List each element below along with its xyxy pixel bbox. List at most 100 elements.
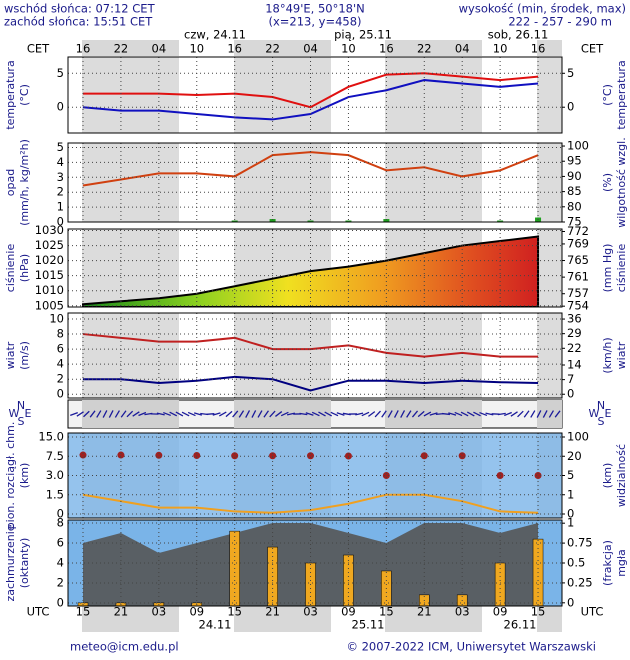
wind-arrow (466, 411, 475, 417)
y-tick-label: 3 (57, 170, 64, 184)
panel-frame (67, 228, 563, 308)
wind-arrow (411, 410, 419, 418)
night-band (82, 40, 179, 56)
y-tick-label: 4 (57, 556, 64, 570)
y2-axis-label: wilgotność wzgl. (615, 137, 628, 227)
wind-arrow (263, 410, 269, 418)
elevation-title: wysokość (min, środek, max) (459, 2, 626, 16)
visibility-dot (231, 452, 239, 460)
utc-tick: 09 (189, 605, 204, 619)
night-band (82, 313, 179, 398)
night-band (537, 229, 562, 307)
wind-arrow (429, 412, 438, 416)
y-tick-label: 1030 (35, 223, 64, 237)
night-band (385, 606, 482, 632)
panel-frame (67, 56, 563, 134)
wind-arrow (441, 412, 451, 416)
day-label: 26.11 (504, 618, 537, 632)
wind-arrow (400, 410, 406, 418)
y-tick-label: 5 (57, 140, 64, 154)
y-axis-label: ciśnienie (4, 244, 17, 293)
y2-tick-label: 1 (567, 487, 574, 501)
utc-tick: 09 (341, 605, 356, 619)
cet-tick: 04 (152, 42, 167, 56)
wind-arrow (485, 412, 494, 416)
wind-arrow (251, 410, 257, 418)
y2-tick-label: 5 (567, 468, 574, 482)
visibility-dot (117, 451, 125, 459)
precip-bar (345, 220, 352, 222)
compass-letter: W (9, 407, 20, 420)
night-band (385, 40, 482, 56)
y2-tick-label: 0.75 (567, 536, 593, 550)
y2-axis-label: (%) (601, 173, 614, 192)
y-tick-label: 0 (57, 507, 64, 521)
wind-arrow (460, 411, 469, 417)
wind-arrow (225, 410, 233, 418)
y-tick-label: 1 (57, 200, 64, 214)
night-band (234, 606, 331, 632)
y2-tick-label: 85 (567, 184, 582, 198)
night-band (537, 143, 562, 222)
utc-tick: 03 (152, 605, 167, 619)
y-tick-label: 1015 (35, 268, 64, 282)
night-band (234, 143, 331, 222)
y2-tick-label: 772 (567, 224, 589, 238)
y2-tick-label: 29 (567, 326, 582, 340)
y-tick-label: 1005 (35, 298, 64, 312)
y-tick-label: 7.5 (46, 449, 64, 463)
y2-tick-label: 14 (567, 358, 582, 372)
y-axis-label: (oktanty) (18, 538, 31, 589)
wind-arrow (102, 410, 108, 418)
wind-arrow (245, 410, 251, 418)
wind-arrow (530, 410, 536, 418)
precip-bar (269, 219, 276, 222)
utc-tick: 21 (417, 605, 432, 619)
y-tick-label: 0 (57, 596, 64, 610)
wind-arrow (114, 410, 120, 418)
wind-arrow (286, 412, 296, 416)
utc-tick: 03 (303, 605, 318, 619)
wind-arrow (120, 410, 127, 418)
y2-tick-label: 0 (567, 507, 574, 521)
cet-tick: 10 (189, 42, 204, 56)
y-tick-label: 1025 (35, 238, 64, 252)
wind-arrow (324, 411, 333, 417)
cet-tick: 16 (227, 42, 242, 56)
cet-tick: 22 (114, 42, 129, 56)
wind-arrow (423, 411, 432, 417)
y2-tick-label: 100 (567, 430, 589, 444)
compass-letter: E (25, 407, 32, 420)
wind-arrow (70, 411, 78, 417)
wind-arrow (355, 412, 364, 416)
y2-tick-label: 5 (567, 66, 574, 80)
y2-axis-label: (mm Hg) (601, 244, 614, 293)
y-tick-label: 1020 (35, 253, 64, 267)
y2-axis-label: widzialność (615, 444, 628, 507)
wind-arrow (311, 411, 320, 417)
y2-tick-label: 95 (567, 154, 582, 168)
night-band (537, 313, 562, 398)
panel-frame (67, 312, 563, 399)
y2-tick-label: 36 (567, 312, 582, 326)
night-band (537, 606, 562, 632)
cet-tick: 22 (417, 42, 432, 56)
y-tick-label: 10 (49, 312, 64, 326)
y2-tick-label: 765 (567, 253, 589, 267)
visibility-dot (307, 452, 315, 460)
day-label: 25.11 (352, 618, 385, 632)
wind-arrow (275, 411, 283, 417)
y-tick-label: 2 (57, 576, 64, 590)
y2-tick-label: 1 (567, 516, 574, 530)
wind-arrow (108, 410, 114, 418)
wind-arrow (330, 411, 339, 417)
wind-arrow (175, 411, 184, 417)
cet-tick: 10 (493, 42, 508, 56)
y-axis-label: (m/s) (18, 341, 31, 370)
visibility-dot (193, 452, 201, 460)
y2-tick-label: 22 (567, 341, 582, 355)
utc-tick: 03 (455, 605, 470, 619)
cet-tick: 10 (341, 42, 356, 56)
night-band (82, 229, 179, 307)
